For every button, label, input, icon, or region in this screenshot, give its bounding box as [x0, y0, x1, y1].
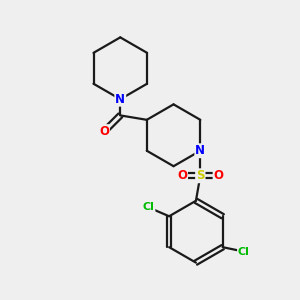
Text: S: S	[196, 169, 205, 182]
Text: O: O	[214, 169, 224, 182]
Text: O: O	[99, 125, 109, 138]
Text: N: N	[115, 93, 125, 106]
Text: N: N	[195, 144, 205, 157]
Text: O: O	[177, 169, 187, 182]
Text: Cl: Cl	[238, 247, 250, 256]
Text: Cl: Cl	[142, 202, 154, 212]
